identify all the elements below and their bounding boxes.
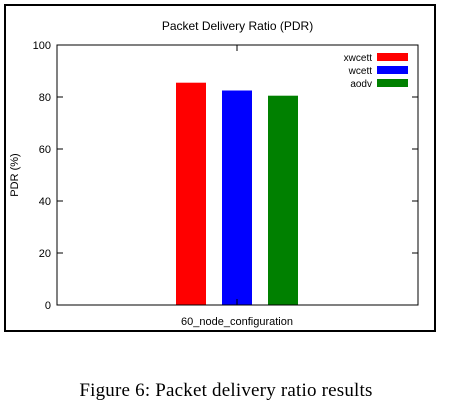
figure-caption: Figure 6: Packet delivery ratio results <box>79 380 373 401</box>
bar-xwcett <box>176 82 206 305</box>
bar-chart: Packet Delivery Ratio (PDR) PDR (%) 0 20 40 6… <box>9 19 419 328</box>
legend-swatch-xwcett <box>377 53 408 61</box>
y-tick-label-80: 80 <box>39 92 51 104</box>
legend-label-wcett: wcett <box>348 66 373 77</box>
y-tick-label-100: 100 <box>33 40 51 52</box>
y-tick-label-0: 0 <box>45 300 51 312</box>
y-tick-label-20: 20 <box>39 248 51 260</box>
legend-label-xwcett: xwcett <box>344 53 373 64</box>
bar-wcett <box>222 90 252 305</box>
legend-label-aodv: aodv <box>350 79 372 90</box>
chart-title: Packet Delivery Ratio (PDR) <box>162 19 313 33</box>
figure-frame <box>4 4 436 332</box>
x-tick-label-0: 60_node_configuration <box>181 316 293 328</box>
legend-swatch-wcett <box>377 66 408 74</box>
legend-swatch-aodv <box>377 79 408 87</box>
y-tick-label-60: 60 <box>39 144 51 156</box>
y-axis-label: PDR (%) <box>9 153 21 196</box>
y-tick-label-40: 40 <box>39 196 51 208</box>
bar-aodv <box>268 95 298 305</box>
